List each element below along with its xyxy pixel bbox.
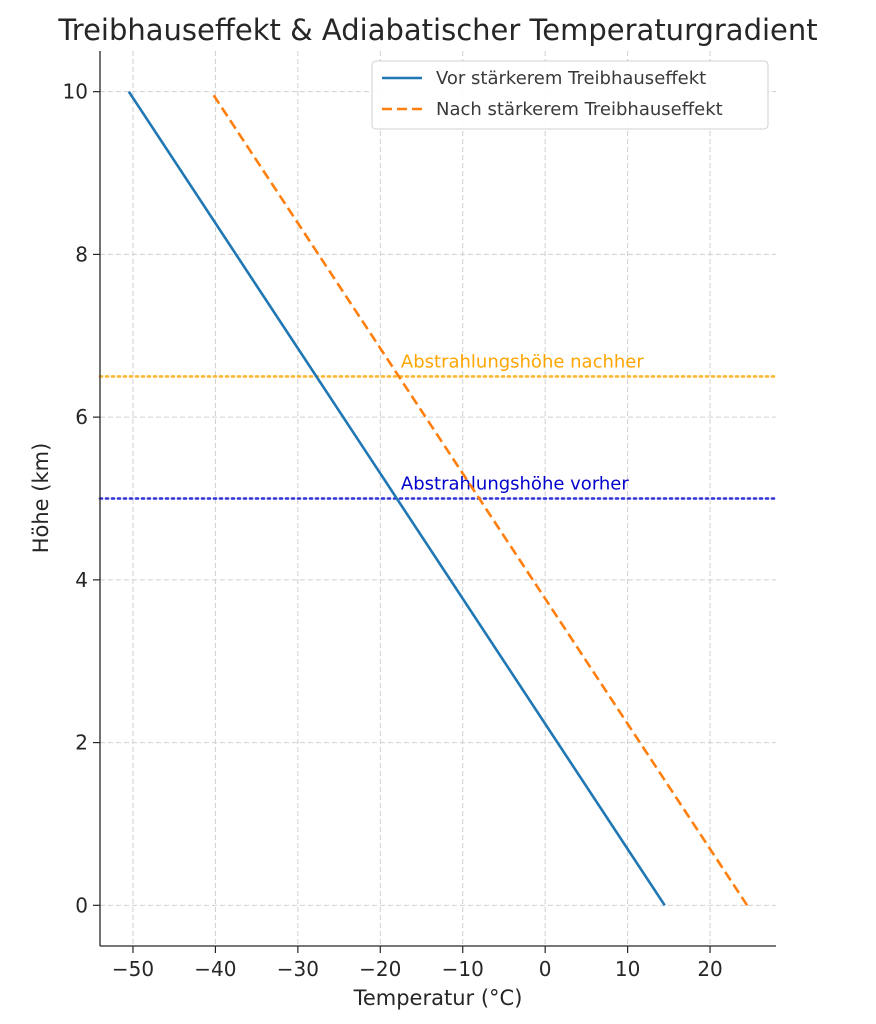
legend-entry: Vor stärkerem Treibhauseffekt xyxy=(436,68,706,89)
y-tick-label: 8 xyxy=(75,242,88,266)
y-tick-label: 2 xyxy=(75,731,88,755)
x-tick-label: −20 xyxy=(359,957,401,981)
chart-title: Treibhauseffekt & Adiabatischer Temperat… xyxy=(57,13,817,47)
x-tick-label: −40 xyxy=(194,957,236,981)
x-tick-label: −10 xyxy=(442,957,484,981)
x-axis-label: Temperatur (°C) xyxy=(353,986,523,1010)
x-tick-label: 0 xyxy=(539,957,552,981)
grid xyxy=(100,51,776,946)
series-line xyxy=(127,90,666,907)
axes xyxy=(99,51,776,947)
series-lines xyxy=(127,90,749,907)
legend-box xyxy=(371,60,769,130)
x-tick-label: −30 xyxy=(277,957,319,981)
x-tick-label: 20 xyxy=(697,957,722,981)
y-tick-label: 0 xyxy=(75,893,88,917)
reference-lines: Abstrahlungshöhe nachher Abstrahlungshöhe… xyxy=(98,351,778,500)
ticks: −50 −40 −30 −20 −10 0 10 20 0 2 4 6 8 10 xyxy=(63,80,723,981)
legend: Vor stärkerem Treibhauseffekt Nach stärke… xyxy=(371,60,769,130)
y-axis-label: Höhe (km) xyxy=(29,443,53,554)
reference-line-label: Abstrahlungshöhe nachher xyxy=(401,351,644,372)
reference-line-label: Abstrahlungshöhe vorher xyxy=(401,474,629,495)
x-tick-label: 10 xyxy=(615,957,640,981)
y-tick-label: 6 xyxy=(75,405,88,429)
y-tick-label: 4 xyxy=(75,568,88,592)
x-tick-label: −50 xyxy=(112,957,154,981)
legend-entry: Nach stärkerem Treibhauseffekt xyxy=(436,99,723,120)
y-tick-label: 10 xyxy=(63,80,88,104)
series-line xyxy=(210,90,749,907)
